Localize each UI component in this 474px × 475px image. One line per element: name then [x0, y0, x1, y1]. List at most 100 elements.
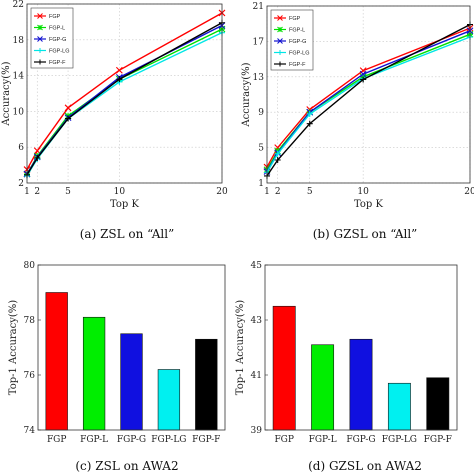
y-tick-label: 18 [13, 36, 25, 46]
x-axis-label: Top K [354, 199, 383, 210]
y-tick-label: 39 [251, 426, 263, 436]
y-tick-label: 74 [24, 426, 36, 436]
legend-marker [37, 48, 43, 53]
legend-marker [37, 36, 43, 42]
y-tick-label: 6 [18, 143, 24, 153]
x-tick-label: 1 [24, 187, 30, 197]
y-tick-label: 21 [253, 2, 264, 12]
bar-fgp-f [195, 338, 218, 431]
x-tick-label: FGP-L [80, 435, 108, 445]
bar-fgp-l [82, 316, 106, 431]
legend-marker [277, 61, 283, 67]
y-tick-label: 1 [258, 179, 264, 189]
bar-fgp-l [311, 344, 335, 431]
y-axis-label: Accuracy(%) [1, 61, 12, 126]
legend-marker [277, 50, 283, 55]
y-tick-label: 17 [253, 37, 265, 47]
bar-fgp [272, 305, 296, 431]
bar-fgp-g [349, 338, 373, 431]
plot-frame [37, 264, 226, 431]
y-axis-label: Accuracy(%) [241, 62, 252, 127]
bar-fgp [45, 292, 68, 431]
y-tick-label: 41 [251, 371, 262, 381]
x-axis-label: Top K [110, 199, 139, 210]
bar-fgp-lg [157, 369, 181, 431]
x-tick-label: 20 [464, 187, 474, 197]
x-tick-label: 2 [34, 187, 40, 197]
y-axis-label: Top-1 Accuracy(%) [235, 300, 246, 395]
data-point-fgp-f [274, 156, 281, 163]
plot-frame [266, 5, 471, 184]
figure-caption: (b) GZSL on “All” [313, 227, 418, 241]
x-tick-label: 10 [114, 187, 126, 197]
data-point-fgp [64, 104, 72, 112]
y-tick-label: 2 [18, 179, 24, 189]
x-tick-label: FGP-F [424, 435, 452, 445]
x-tick-label: FGP-F [192, 435, 220, 445]
legend-marker [37, 24, 43, 31]
y-tick-label: 80 [24, 261, 36, 271]
x-tick-label: 10 [357, 187, 369, 197]
plot-frame [26, 3, 223, 184]
data-point-fgp-f [116, 76, 123, 83]
data-point-fgp [115, 66, 123, 74]
legend-label: FGP-LG [289, 51, 309, 57]
chart-panel-4: FGP FGP-L FGP-G FGP-LG FGP-F 39 41 43 45 Top-1 Ac… [235, 261, 458, 473]
legend-marker [37, 13, 43, 19]
x-tick-label: FGP-G [117, 435, 146, 445]
chart-panel-1: 1 2 5 10 20 2 6 10 14 18 22 Top K Accuracy(%) FGP FGP-… [1, 0, 228, 241]
legend-label: FGP [49, 14, 61, 20]
bar-fgp-lg [387, 382, 411, 431]
legend: FGP FGP-L FGP-G FGP-LG FGP-F [270, 9, 314, 71]
legend-marker [277, 38, 283, 44]
y-tick-label: 9 [258, 108, 264, 118]
y-tick-label: 43 [251, 316, 263, 326]
data-point-fgp-f [360, 76, 367, 83]
x-tick-label: FGP-L [309, 435, 337, 445]
legend-label: FGP-F [289, 62, 306, 68]
x-tick-label: FGP-LG [151, 435, 186, 445]
y-tick-label: 10 [13, 107, 25, 117]
y-tick-label: 45 [251, 261, 263, 271]
legend-label: FGP-F [49, 60, 66, 66]
x-tick-label: 2 [275, 187, 281, 197]
data-point-fgp-f [306, 120, 313, 127]
y-axis-label: Top-1 Accuracy(%) [8, 300, 19, 395]
x-tick-label: FGP-LG [382, 435, 417, 445]
legend-label: FGP-LG [49, 49, 69, 55]
legend-marker [277, 26, 283, 33]
legend-label: FGP [289, 16, 301, 22]
legend-label: FGP-G [289, 39, 306, 45]
legend: FGP FGP-L FGP-G FGP-LG FGP-F [30, 7, 74, 69]
y-tick-label: 13 [253, 73, 265, 83]
legend-marker [277, 15, 283, 21]
y-tick-label: 5 [258, 144, 264, 154]
data-point-fgp-f [65, 115, 72, 122]
data-point-fgp-f [34, 154, 41, 161]
x-tick-label: 1 [264, 187, 270, 197]
data-point-fgp-lg [274, 150, 281, 157]
x-tick-label: FGP-G [346, 435, 375, 445]
y-tick-label: 76 [24, 371, 36, 381]
legend-label: FGP-G [49, 37, 66, 43]
legend-label: FGP-L [49, 26, 65, 32]
figure-caption: (d) GZSL on AWA2 [308, 459, 422, 473]
x-tick-label: 5 [307, 187, 313, 197]
legend-marker [37, 59, 43, 65]
legend-label: FGP-L [289, 28, 305, 34]
figure-caption: (a) ZSL on “All” [80, 227, 175, 241]
y-tick-label: 14 [13, 72, 25, 82]
x-tick-label: 20 [216, 187, 228, 197]
data-point-fgp-g [359, 70, 367, 78]
chart-panel-3: FGP FGP-L FGP-G FGP-LG FGP-F 74 76 78 80 Top-1 Ac… [8, 261, 226, 473]
bar-fgp-g [120, 333, 143, 431]
x-tick-label: FGP [274, 435, 294, 445]
figure-caption: (c) ZSL on AWA2 [75, 459, 178, 473]
data-point-fgp-lg [306, 110, 313, 117]
plot-frame [264, 264, 458, 431]
y-tick-label: 22 [13, 0, 24, 10]
bar-fgp-f [426, 377, 450, 431]
x-tick-label: FGP [47, 435, 67, 445]
